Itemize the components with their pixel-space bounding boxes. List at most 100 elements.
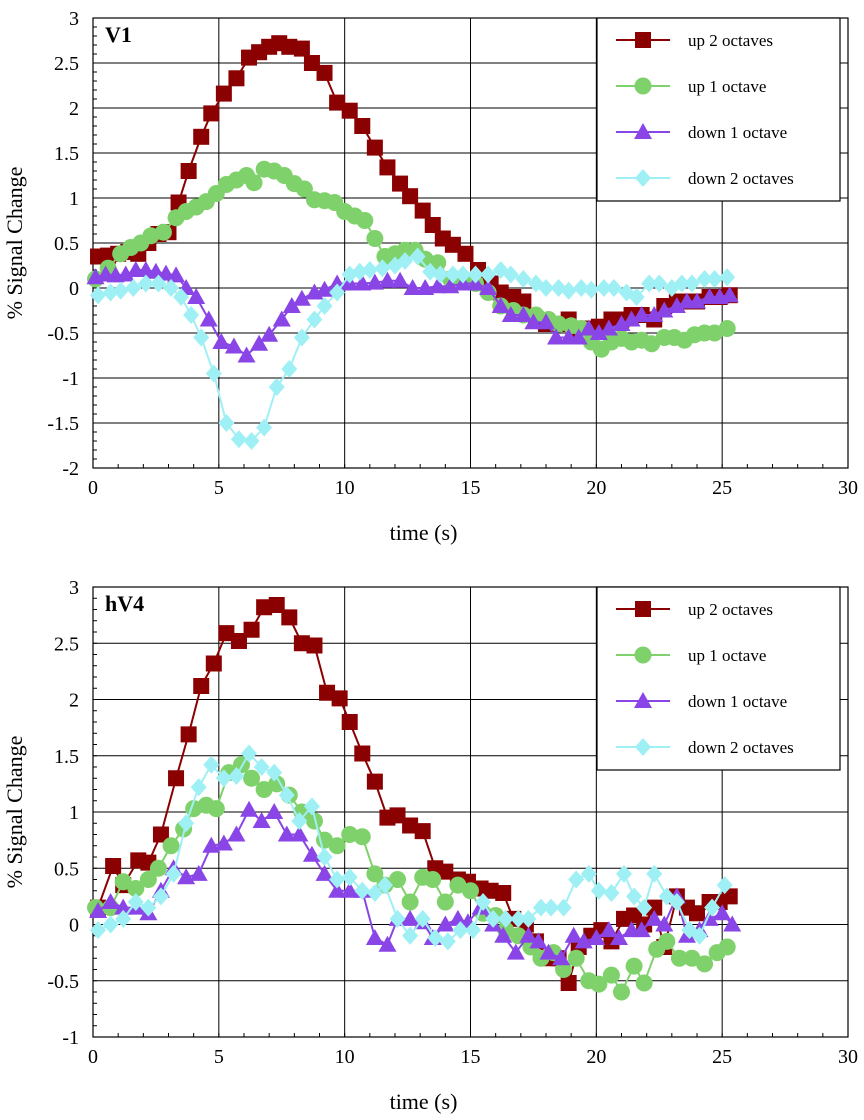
- legend-label: up 2 octaves: [688, 31, 773, 50]
- data-point: [180, 163, 197, 179]
- x-axis-title: time (s): [390, 520, 458, 545]
- data-point: [341, 826, 359, 843]
- data-point: [366, 230, 384, 247]
- data-point: [230, 633, 247, 649]
- data-point: [537, 313, 555, 330]
- data-point: [180, 726, 197, 743]
- data-point: [683, 274, 700, 293]
- data-point: [655, 915, 674, 932]
- data-point: [613, 983, 630, 1001]
- data-point: [510, 909, 527, 928]
- legend-label: down 2 octaves: [688, 169, 794, 188]
- series-down-2-octaves: [90, 744, 733, 951]
- data-point: [268, 597, 285, 613]
- data-point: [378, 935, 397, 952]
- data-point: [328, 881, 347, 898]
- data-point: [250, 334, 269, 351]
- legend-marker: [635, 738, 651, 756]
- data-point: [190, 778, 207, 797]
- x-tick-label: 10: [335, 1046, 355, 1068]
- data-point: [651, 274, 668, 293]
- data-point: [632, 921, 651, 938]
- data-point: [241, 744, 258, 763]
- data-point: [389, 807, 406, 824]
- data-point: [480, 265, 497, 284]
- data-point: [356, 212, 374, 229]
- y-tick-label: 0: [69, 278, 79, 300]
- data-point: [436, 915, 455, 932]
- data-point: [424, 217, 441, 233]
- data-point: [427, 929, 444, 947]
- data-point: [306, 310, 323, 329]
- data-point: [168, 770, 185, 787]
- data-point: [636, 898, 653, 917]
- data-point: [374, 259, 391, 278]
- data-point: [293, 635, 310, 652]
- data-point: [295, 180, 313, 198]
- data-point: [497, 909, 514, 928]
- data-point: [519, 926, 538, 943]
- data-point: [260, 325, 279, 342]
- data-point: [713, 904, 732, 921]
- data-point: [243, 432, 260, 450]
- y-tick-label: 1.5: [54, 746, 79, 768]
- data-point: [102, 283, 119, 302]
- data-point: [228, 767, 245, 785]
- data-point: [139, 871, 157, 888]
- data-point: [140, 898, 157, 917]
- data-point: [272, 310, 291, 327]
- data-point: [265, 803, 284, 819]
- legend-marker: [635, 32, 651, 48]
- legend-item: up 2 octaves: [616, 600, 773, 619]
- data-point: [723, 915, 742, 932]
- data-point: [670, 949, 688, 967]
- data-point: [378, 271, 397, 288]
- data-point: [485, 909, 502, 928]
- data-point: [178, 814, 195, 833]
- chart-panel-1: 0 5 10 15 20 25 30 -2 -1.5 -1 -0.5 0 0.5 1 1.5 2 2.5 3 tim…: [2, 8, 858, 545]
- data-point: [612, 315, 631, 331]
- data-point: [401, 909, 420, 926]
- data-point: [587, 929, 606, 945]
- x-tick-label: 25: [712, 1046, 732, 1068]
- data-point: [293, 40, 310, 57]
- data-point: [444, 236, 461, 253]
- data-point: [199, 310, 218, 327]
- chart-panel-2: 0 5 10 15 20 25 30 -1 -0.5 0 0.5 1 1.5 2 2.5 3 time (s)%…: [2, 577, 858, 1114]
- data-point: [632, 306, 651, 322]
- data-point: [462, 882, 479, 900]
- data-point: [127, 880, 145, 897]
- data-point: [256, 418, 273, 437]
- data-point: [424, 871, 442, 888]
- y-tick-label: 1: [69, 802, 79, 824]
- data-point: [436, 893, 454, 911]
- data-point: [495, 885, 512, 901]
- data-point: [567, 949, 585, 967]
- y-tick-label: 1: [69, 188, 79, 210]
- data-point: [252, 812, 271, 828]
- legend-label: down 1 octave: [688, 692, 787, 711]
- data-point: [228, 70, 245, 87]
- x-axis-title: time (s): [390, 1089, 458, 1114]
- data-point: [579, 319, 598, 336]
- data-point: [595, 279, 612, 297]
- y-tick-label: 0.5: [54, 233, 79, 255]
- data-point: [90, 286, 107, 305]
- data-point: [329, 870, 346, 889]
- panel-title: V1: [105, 22, 132, 47]
- data-point: [599, 921, 618, 938]
- data-point: [457, 245, 474, 262]
- data-point: [114, 873, 132, 891]
- data-point: [491, 297, 510, 313]
- data-point: [403, 279, 422, 295]
- data-point: [102, 915, 119, 934]
- data-point: [704, 898, 721, 917]
- data-point: [479, 279, 498, 295]
- data-point: [282, 297, 301, 313]
- plot-frame: [92, 17, 849, 469]
- data-point: [366, 139, 383, 156]
- data-point: [605, 279, 622, 297]
- data-point: [655, 301, 674, 318]
- legend-box: [596, 586, 841, 771]
